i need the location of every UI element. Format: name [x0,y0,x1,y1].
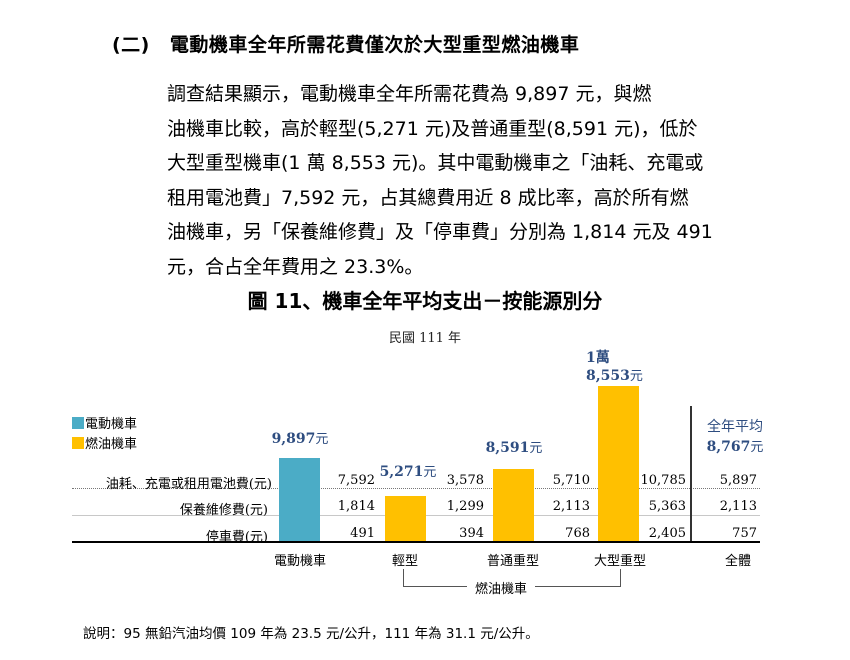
cell-value: 491 [350,526,375,541]
figure-note: 說明：95 無鉛汽油均價 109 年為 23.5 元/公升，111 年為 31.… [83,626,539,642]
average-separator [690,406,692,543]
average-value: 8,767元 [706,439,764,455]
bar-total-large: 1萬 8,553元 [586,349,666,386]
cell-value: 757 [732,526,757,541]
bar-regular-heavy [493,469,534,541]
paragraph-line: 大型重型機車(1 萬 8,553 元)。其中電動機車之「油耗、充電或 [167,152,704,174]
figure-subtitle: 民國 111 年 [388,331,462,346]
category-total: 全體 [724,554,751,569]
cell-value: 7,592 [337,473,375,488]
cell-value: 5,710 [552,473,590,488]
cell-value: 5,897 [719,473,757,488]
cell-value: 2,113 [719,499,757,514]
bar-light [385,496,426,541]
row-label-fuel-charging: 油耗、充電或租用電池費(元) [105,477,272,492]
legend-item-fuel: 燃油機車 [72,433,137,452]
paragraph-line: 調查結果顯示，電動機車全年所需花費為 9,897 元，與燃 [129,83,652,105]
bar-total-regular: 8,591元 [485,440,543,456]
cell-value: 2,405 [648,526,686,541]
cell-value: 1,814 [337,499,375,514]
category-large-heavy: 大型重型 [593,554,646,569]
x-axis [72,541,760,543]
category-light: 輕型 [391,554,418,569]
row-label-maintenance: 保養維修費(元) [179,503,268,518]
body-paragraph: 調查結果顯示，電動機車全年所需花費為 9,897 元，與燃 油機車比較，高於輕型… [167,77,777,284]
section-number: (二) [112,34,150,56]
row-divider [72,488,760,489]
cell-value: 3,578 [446,473,484,488]
cell-value: 10,785 [640,473,687,488]
bar-total-electric: 9,897元 [271,431,329,447]
average-label: 全年平均 [707,419,763,435]
bar-large-heavy [598,386,639,541]
paragraph-line: 租用電池費」7,592 元，占其總費用近 8 成比率，高於所有燃 [167,186,689,209]
legend-swatch-fuel [72,437,84,449]
fuel-group-label: 燃油機車 [467,578,536,597]
bar-electric [279,458,320,541]
bar-total-light: 5,271元 [379,464,437,480]
legend-label: 燃油機車 [85,437,138,452]
bar-total-large-line1: 1萬 [586,350,610,366]
cell-value: 768 [565,526,590,541]
category-electric: 電動機車 [273,554,326,569]
legend-swatch-electric [72,417,84,429]
paragraph-line: 元，合占全年費用之 23.3%。 [167,255,424,278]
category-regular-heavy: 普通重型 [486,554,539,569]
cell-value: 1,299 [446,499,484,514]
cell-value: 5,363 [648,499,686,514]
paragraph-line: 油機車比較，高於輕型(5,271 元)及普通重型(8,591 元)，低於 [167,117,698,140]
legend-item-electric: 電動機車 [72,413,137,432]
section-heading: (二) 電動機車全年所需花費僅次於大型重型燃油機車 [112,30,579,57]
legend-label: 電動機車 [85,417,138,432]
figure-title: 圖 11、機車全年平均支出－按能源別分 [247,289,603,313]
section-heading-text: 電動機車全年所需花費僅次於大型重型燃油機車 [169,34,580,56]
cell-value: 394 [459,526,484,541]
paragraph-line: 油機車，另「保養維修費」及「停車費」分別為 1,814 元及 491 [167,221,713,243]
cell-value: 2,113 [552,499,590,514]
